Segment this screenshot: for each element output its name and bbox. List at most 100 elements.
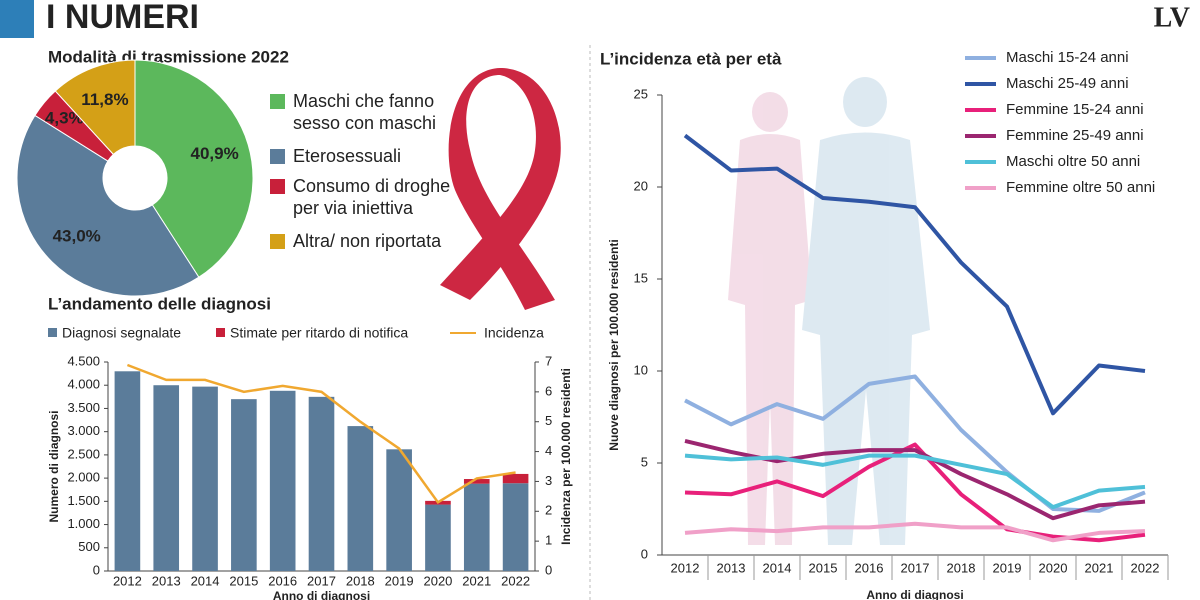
y-tick-label: 5 xyxy=(641,454,648,469)
header-block xyxy=(0,0,34,38)
x-tick-label: 2020 xyxy=(423,573,452,588)
legend-swatch xyxy=(270,179,285,194)
x-tick-label: 2013 xyxy=(152,573,181,588)
y2-tick-label: 3 xyxy=(545,473,552,488)
ribbon xyxy=(440,68,561,310)
legend-label: Maschi oltre 50 anni xyxy=(1006,153,1140,170)
x-tick-label: 2013 xyxy=(717,560,746,575)
chart-title: Modalità di trasmissione 2022 xyxy=(48,47,289,66)
x-tick-label: 2012 xyxy=(113,573,142,588)
y2-tick-label: 4 xyxy=(545,443,552,458)
y-tick-label: 25 xyxy=(634,86,648,101)
legend-label: Femmine 15-24 anni xyxy=(1006,101,1144,118)
bar xyxy=(269,390,296,571)
x-tick-label: 2016 xyxy=(268,573,297,588)
y-axis-title: Nuove diagnosi per 100.000 residenti xyxy=(607,239,621,450)
legend-swatch xyxy=(216,328,225,337)
y-tick-label: 3.000 xyxy=(67,423,100,438)
bar xyxy=(463,483,490,571)
bar xyxy=(308,396,335,571)
y-tick-label: 4.000 xyxy=(67,377,100,392)
data-label: 11,8% xyxy=(81,90,128,109)
y2-tick-label: 7 xyxy=(545,353,552,368)
y-tick-label: 1.000 xyxy=(67,516,100,531)
bar xyxy=(347,426,374,571)
x-tick-label: 2015 xyxy=(809,560,838,575)
line xyxy=(126,363,516,505)
legend-label: Stimate per ritardo di notifica xyxy=(230,325,408,341)
y-tick-label: 1.500 xyxy=(67,493,100,508)
y2-tick-label: 2 xyxy=(545,503,552,518)
y-tick-label: 4.500 xyxy=(67,353,100,368)
data-label: 43,0% xyxy=(53,227,101,246)
legend-label: Maschi 15-24 anni xyxy=(1006,49,1129,66)
y-tick-label: 3.500 xyxy=(67,400,100,415)
legend-swatch xyxy=(270,234,285,249)
y2-tick-label: 0 xyxy=(545,562,552,577)
data-label: 4,3% xyxy=(45,109,84,128)
y-tick-label: 2.500 xyxy=(67,446,100,461)
line xyxy=(684,374,1146,513)
legend-label: Diagnosi segnalate xyxy=(62,325,181,341)
y-tick-label: 10 xyxy=(634,362,648,377)
pie-slice xyxy=(54,59,136,156)
x-tick-label: 2022 xyxy=(1131,560,1160,575)
bar xyxy=(114,371,141,571)
legend-swatch xyxy=(48,328,57,337)
y-tick-label: 2.000 xyxy=(67,470,100,485)
x-tick-label: 2022 xyxy=(501,573,530,588)
x-tick-label: 2018 xyxy=(346,573,375,588)
legend-item: Eterosessuali xyxy=(270,145,470,167)
legend-label: Maschi 25-49 anni xyxy=(1006,75,1129,92)
legend-item: Consumo di droghe per via iniettiva xyxy=(270,175,470,219)
bar xyxy=(502,483,529,571)
logo: LV xyxy=(1154,2,1190,33)
y-tick-label: 15 xyxy=(634,270,648,285)
legend-item: Maschi che fanno sesso con maschi xyxy=(270,90,470,134)
legend-label: Femmine oltre 50 anni xyxy=(1006,179,1155,196)
silhouettes xyxy=(728,77,930,545)
legend-label: Consumo di droghe per via iniettiva xyxy=(293,176,451,218)
legend-label: Maschi che fanno sesso con maschi xyxy=(293,91,437,133)
x-tick-label: 2015 xyxy=(229,573,258,588)
legend-label: Eterosessuali xyxy=(293,146,402,166)
y2-axis-title: Incidenza per 100.000 residenti xyxy=(559,368,573,545)
bar xyxy=(425,504,451,571)
y2-tick-label: 5 xyxy=(545,413,552,428)
legend-label: Incidenza xyxy=(484,325,544,341)
x-tick-label: 2014 xyxy=(763,560,792,575)
legend-item: Altra/ non riportata xyxy=(270,230,470,252)
bar xyxy=(463,479,490,484)
x-tick-label: 2014 xyxy=(191,573,220,588)
x-tick-label: 2021 xyxy=(1085,560,1114,575)
y-tick-label: 0 xyxy=(93,562,100,577)
x-tick-label: 2012 xyxy=(671,560,700,575)
y-tick-label: 20 xyxy=(634,178,648,193)
line xyxy=(684,521,1146,543)
x-tick-label: 2019 xyxy=(993,560,1022,575)
y2-tick-label: 1 xyxy=(545,533,552,548)
bar xyxy=(231,399,257,571)
y-tick-label: 500 xyxy=(78,539,100,554)
data-label: 40,9% xyxy=(191,144,239,163)
legend-swatch xyxy=(270,94,285,109)
bar xyxy=(153,385,180,571)
pie-slice xyxy=(16,114,200,297)
y2-tick-label: 6 xyxy=(545,383,552,398)
x-tick-label: 2018 xyxy=(947,560,976,575)
legend-swatch xyxy=(270,149,285,164)
bar xyxy=(502,473,529,484)
x-axis-title: Anno di diagnosi xyxy=(273,589,370,600)
bar xyxy=(192,386,218,571)
x-tick-label: 2020 xyxy=(1039,560,1068,575)
x-tick-label: 2019 xyxy=(385,573,414,588)
y-axis-title: Numero di diagnosi xyxy=(47,410,61,522)
x-tick-label: 2016 xyxy=(855,560,884,575)
x-axis-title: Anno di diagnosi xyxy=(866,588,963,600)
x-tick-label: 2017 xyxy=(307,573,336,588)
y-tick-label: 0 xyxy=(641,546,648,561)
line xyxy=(683,133,1146,416)
legend-label: Femmine 25-49 anni xyxy=(1006,127,1144,144)
